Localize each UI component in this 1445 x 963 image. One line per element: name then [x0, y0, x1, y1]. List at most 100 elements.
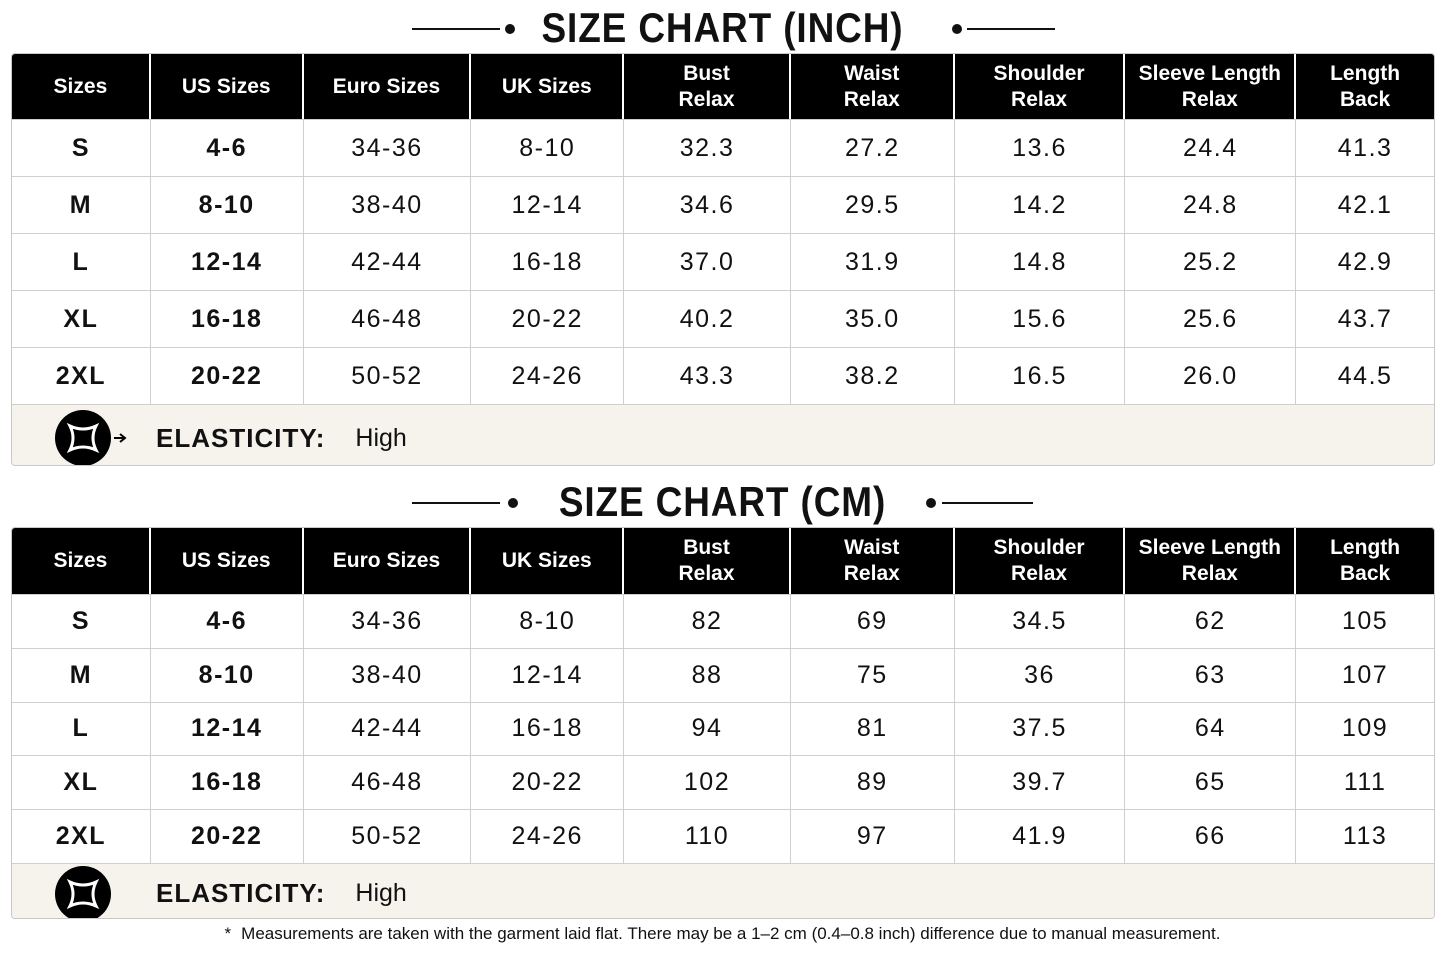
table-cell: M [12, 177, 151, 233]
table-cell: 34-36 [304, 120, 472, 176]
header-text: Relax [843, 87, 900, 111]
table-cell: 39.7 [955, 756, 1126, 810]
header-cell: Sleeve Length Relax [1125, 54, 1297, 119]
table-cell: 20-22 [151, 348, 304, 404]
table-cell: 25.2 [1125, 234, 1297, 290]
header-cell: Shoulder Relax [955, 54, 1126, 119]
header-text: Back [1340, 562, 1391, 585]
header-cell: Length Back [1296, 528, 1434, 594]
header-text: US Sizes [181, 74, 271, 98]
table-cell: 36 [955, 648, 1126, 702]
table-cell: 62 [1125, 595, 1297, 648]
table-row: S 4-6 34-36 8-10 32.3 27.2 13.6 24.4 41.3 [12, 119, 1434, 176]
table-cell: 50-52 [304, 348, 472, 404]
title-rule [942, 502, 1033, 504]
table-cell: 14.2 [955, 177, 1126, 233]
table-cell: 8-10 [471, 595, 625, 648]
header-text: Length [1330, 536, 1401, 559]
table-row: M 8-10 38-40 12-14 34.6 29.5 14.2 24.8 42.1 [12, 176, 1434, 233]
header-text: Relax [678, 562, 735, 585]
table-cell: S [12, 595, 151, 648]
header-cell: Waist Relax [791, 54, 955, 119]
table-cell: 43.3 [624, 348, 791, 404]
table-cell: 38-40 [304, 177, 472, 233]
table-cell: 81 [791, 702, 955, 756]
header-text: Euro Sizes [332, 549, 441, 572]
table-cell: 20-22 [151, 810, 304, 863]
header-cell: Sizes [12, 528, 151, 594]
table-cell: 35.0 [791, 291, 955, 347]
section-title: SIZE CHART (CM) [558, 478, 887, 525]
table-cell: L [12, 702, 151, 756]
header-cell: US Sizes [151, 528, 304, 594]
header-text: Shoulder [993, 61, 1085, 85]
header-cell: Bust Relax [624, 54, 791, 119]
title-rule [412, 28, 500, 30]
header-text: Relax [1181, 87, 1238, 111]
table-cell: 43.7 [1337, 304, 1393, 333]
table-cell: 37.5 [955, 702, 1126, 756]
table-cell: 42-44 [304, 702, 472, 756]
header-text: Sizes [53, 74, 108, 98]
table-cell: M [12, 648, 151, 702]
table-cell: 82 [624, 595, 791, 648]
table-cell: 64 [1125, 702, 1297, 756]
elasticity-row: ELASTICITY: High [12, 862, 1434, 918]
header-cell: UK Sizes [471, 54, 625, 119]
table-cell: 20-22 [471, 756, 625, 810]
header-cell: Shoulder Relax [955, 528, 1126, 594]
table-cell: 42.1 [1337, 190, 1393, 219]
elasticity-row: ELASTICITY: High [12, 404, 1434, 465]
elasticity-value: High [355, 879, 407, 908]
header-text: Waist [844, 61, 900, 85]
table-cell: 8-10 [471, 120, 625, 176]
table-row: S 4-6 34-36 8-10 82 69 34.5 62 105 [12, 594, 1434, 648]
header-text: US Sizes [181, 549, 271, 572]
table-cell: 50-52 [304, 810, 472, 863]
table-cell: 75 [791, 648, 955, 702]
header-cell: UK Sizes [471, 528, 625, 594]
table-cell: 16-18 [471, 234, 625, 290]
table-cell: 46-48 [304, 291, 472, 347]
table-cell: 34-36 [304, 595, 472, 648]
header-text: UK Sizes [501, 549, 592, 572]
table-cell: 4-6 [151, 120, 304, 176]
table-cell: 102 [624, 756, 791, 810]
table-cell: 20-22 [471, 291, 625, 347]
icon-shape [66, 878, 100, 910]
table-cell: 97 [791, 810, 955, 863]
table-cell: 12-14 [471, 177, 625, 233]
table-cell: 37.0 [624, 234, 791, 290]
table-cell: 31.9 [791, 234, 955, 290]
table-cell: 13.6 [955, 120, 1126, 176]
table-cell: 27.2 [791, 120, 955, 176]
header-cell: Euro Sizes [304, 528, 472, 594]
elasticity-label: ELASTICITY: [156, 422, 326, 453]
table-cell: 34.6 [624, 177, 791, 233]
header-cell: Euro Sizes [304, 54, 472, 119]
header-cell: US Sizes [151, 54, 304, 119]
table-cell: 94 [624, 702, 791, 756]
table-cell: 4-6 [151, 595, 304, 648]
title-dot [952, 24, 962, 34]
table-cell: 41.3 [1337, 133, 1393, 162]
table-cell: 38.2 [791, 348, 955, 404]
table-cell: 38-40 [304, 648, 472, 702]
header-text: Sizes [53, 549, 108, 572]
table-cell: 12-14 [151, 234, 304, 290]
elasticity-icon [55, 865, 111, 918]
header-text: UK Sizes [501, 74, 592, 98]
table-cell: 2XL [12, 810, 151, 863]
table-cell: 44.5 [1337, 361, 1393, 390]
table-cell: 8-10 [151, 177, 304, 233]
elasticity-icon [55, 410, 127, 465]
table-cell: 65 [1125, 756, 1297, 810]
table-cell: S [12, 120, 151, 176]
icon-shape [66, 422, 100, 454]
table-cell: 40.2 [624, 291, 791, 347]
table-cell: 24-26 [471, 348, 625, 404]
table-cell: 41.9 [955, 810, 1126, 863]
table-cell: 69 [791, 595, 955, 648]
table-cell: 29.5 [791, 177, 955, 233]
table-cell: 24.4 [1125, 120, 1297, 176]
